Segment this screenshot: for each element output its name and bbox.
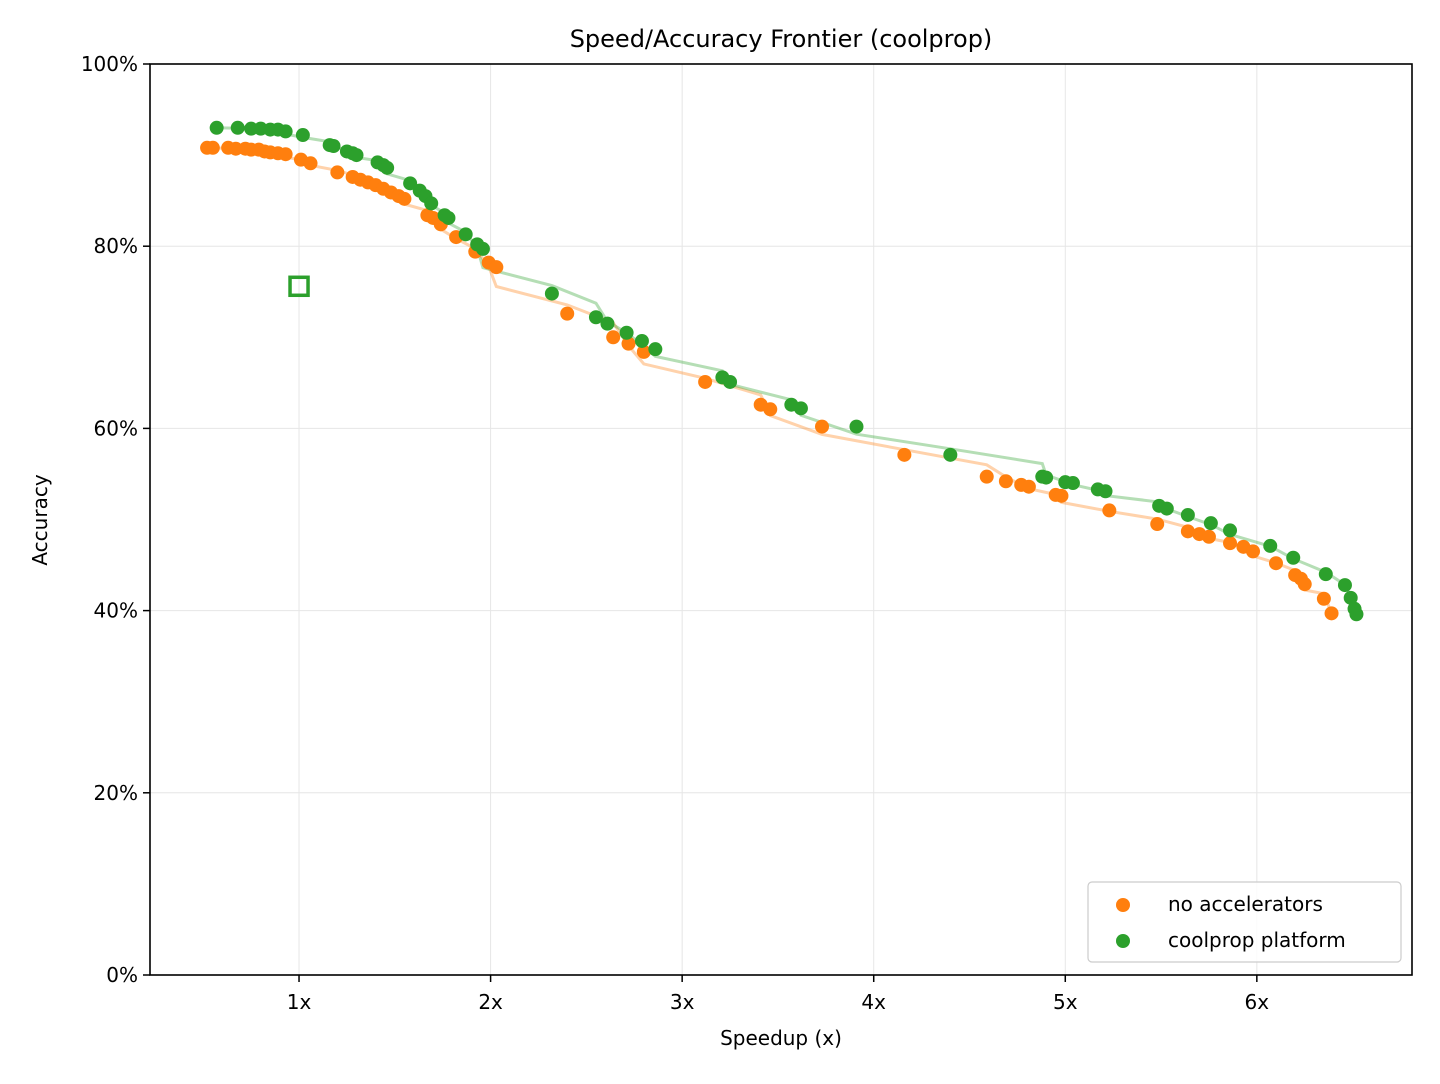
point-coolprop-platform xyxy=(943,447,958,462)
point-coolprop-platform xyxy=(244,121,259,136)
point-no-accelerators xyxy=(303,156,318,171)
trend-lines xyxy=(207,126,1358,615)
point-coolprop-platform xyxy=(424,196,439,211)
point-no-accelerators xyxy=(1223,536,1238,551)
point-no-accelerators xyxy=(897,447,912,462)
point-coolprop-platform xyxy=(634,333,649,348)
point-coolprop-platform xyxy=(544,286,559,301)
point-coolprop-platform xyxy=(793,401,808,416)
point-no-accelerators xyxy=(1054,488,1069,503)
point-coolprop-platform xyxy=(1223,523,1238,538)
trend-line-coolprop-platform xyxy=(216,126,1358,615)
legend-marker-coolprop-platform xyxy=(1116,934,1130,948)
plot-frame xyxy=(149,63,1413,976)
y-tick-label: 60% xyxy=(94,416,138,440)
point-no-accelerators xyxy=(763,402,778,417)
point-no-accelerators xyxy=(1268,556,1283,571)
point-coolprop-platform xyxy=(1098,484,1113,499)
point-no-accelerators xyxy=(278,147,293,162)
point-coolprop-platform xyxy=(326,138,341,153)
annotations xyxy=(288,275,310,298)
point-coolprop-platform xyxy=(278,124,293,139)
point-coolprop-platform xyxy=(600,316,615,331)
point-coolprop-platform xyxy=(441,210,456,225)
point-coolprop-platform xyxy=(1318,567,1333,582)
legend-label-no-accelerators: no accelerators xyxy=(1168,892,1323,916)
x-axis-ticks: 1x 2x 3x 4x 5x 6x xyxy=(287,975,1270,1014)
point-no-accelerators xyxy=(1297,577,1312,592)
point-no-accelerators xyxy=(1246,544,1261,559)
point-no-accelerators xyxy=(1324,606,1339,621)
legend-label-coolprop-platform: coolprop platform xyxy=(1168,928,1346,952)
point-no-accelerators xyxy=(606,330,621,345)
point-coolprop-platform xyxy=(1263,538,1278,553)
point-no-accelerators xyxy=(560,306,575,321)
point-coolprop-platform xyxy=(380,160,395,175)
point-no-accelerators xyxy=(1180,524,1195,539)
grid xyxy=(150,63,1412,976)
point-coolprop-platform xyxy=(1065,476,1080,491)
point-coolprop-platform xyxy=(1349,607,1364,622)
point-coolprop-platform xyxy=(209,120,224,135)
point-no-accelerators xyxy=(330,165,345,180)
point-no-accelerators xyxy=(814,419,829,434)
point-coolprop-platform xyxy=(1203,516,1218,531)
point-coolprop-platform xyxy=(588,310,603,325)
point-coolprop-platform xyxy=(619,325,634,340)
legend-marker-no-accelerators xyxy=(1116,898,1130,912)
y-tick-label: 80% xyxy=(94,234,138,258)
baseline-square-marker xyxy=(288,275,310,298)
y-tick-label: 20% xyxy=(94,781,138,805)
x-tick-label: 2x xyxy=(478,990,503,1014)
chart-title: Speed/Accuracy Frontier (coolprop) xyxy=(570,25,993,53)
trend-line-no-accelerators xyxy=(207,146,1333,614)
point-coolprop-platform xyxy=(1180,507,1195,522)
data-points xyxy=(200,120,1364,622)
point-no-accelerators xyxy=(621,336,636,351)
point-no-accelerators xyxy=(1201,529,1216,544)
legend: no accelerators coolprop platform xyxy=(1087,881,1402,963)
y-axis-label: Accuracy xyxy=(28,474,52,565)
y-tick-label: 40% xyxy=(94,599,138,623)
point-no-accelerators xyxy=(979,469,994,484)
point-coolprop-platform xyxy=(458,227,473,242)
point-no-accelerators xyxy=(1021,479,1036,494)
point-no-accelerators xyxy=(1150,517,1165,532)
x-tick-label: 5x xyxy=(1053,990,1078,1014)
point-coolprop-platform xyxy=(849,419,864,434)
point-coolprop-platform xyxy=(295,128,310,143)
point-coolprop-platform xyxy=(1343,590,1358,605)
point-coolprop-platform xyxy=(723,374,738,389)
point-no-accelerators xyxy=(998,474,1013,489)
point-no-accelerators xyxy=(205,140,220,155)
point-no-accelerators xyxy=(397,191,412,206)
x-tick-label: 3x xyxy=(670,990,695,1014)
x-tick-label: 1x xyxy=(287,990,312,1014)
point-no-accelerators xyxy=(228,141,243,156)
x-tick-label: 4x xyxy=(861,990,886,1014)
x-axis-label: Speedup (x) xyxy=(720,1026,842,1050)
point-no-accelerators xyxy=(1316,591,1331,606)
point-no-accelerators xyxy=(489,260,504,275)
point-coolprop-platform xyxy=(475,241,490,256)
point-coolprop-platform xyxy=(1337,578,1352,593)
y-tick-label: 100% xyxy=(81,52,138,76)
point-coolprop-platform xyxy=(1039,470,1054,485)
x-tick-label: 6x xyxy=(1245,990,1270,1014)
point-no-accelerators xyxy=(1102,503,1117,518)
point-coolprop-platform xyxy=(648,342,663,357)
y-axis-ticks: 0% 20% 40% 60% 80% 100% xyxy=(81,52,150,987)
legend-box xyxy=(1087,881,1402,963)
point-coolprop-platform xyxy=(1286,550,1301,565)
point-coolprop-platform xyxy=(1159,501,1174,516)
point-coolprop-platform xyxy=(230,120,245,135)
y-tick-label: 0% xyxy=(106,963,138,987)
point-no-accelerators xyxy=(698,374,713,389)
point-coolprop-platform xyxy=(403,176,418,191)
point-no-accelerators xyxy=(636,344,651,359)
point-coolprop-platform xyxy=(349,148,364,163)
